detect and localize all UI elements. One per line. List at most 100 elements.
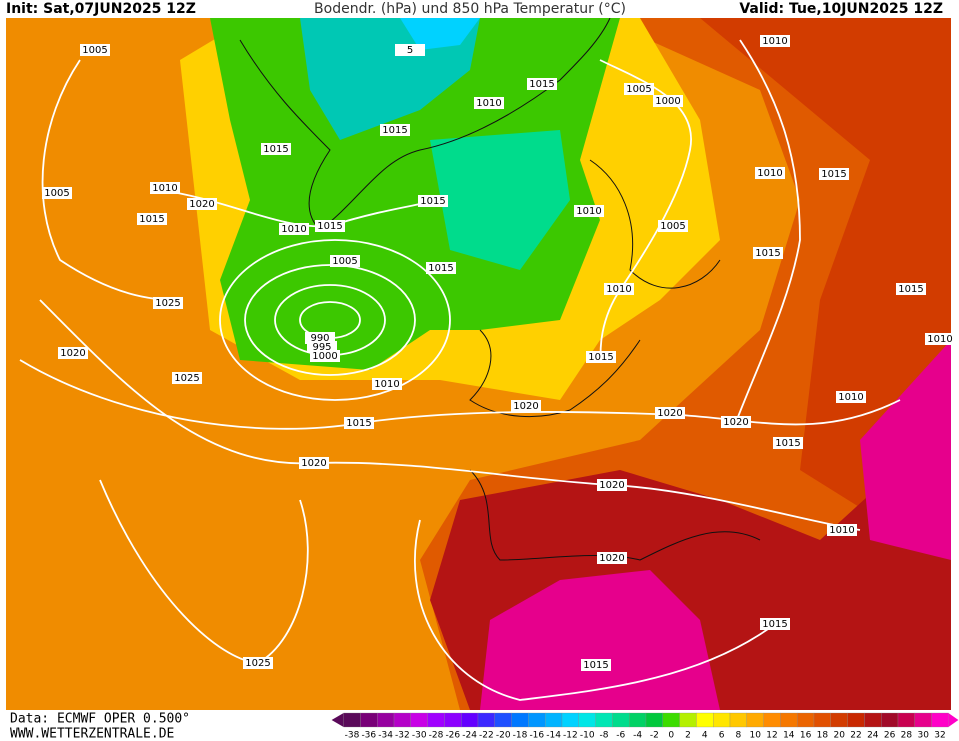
scale-label: 30 xyxy=(917,731,929,741)
isobar-label: 1005 xyxy=(660,221,685,232)
isobar-label: 1010 xyxy=(829,525,854,536)
isobar-label: 995 xyxy=(312,342,331,353)
isobar-label-box xyxy=(653,95,683,107)
isobar-label: 1015 xyxy=(428,263,453,274)
scale-label: -4 xyxy=(633,731,642,741)
scale-label: 6 xyxy=(719,731,725,741)
isobar-label: 1015 xyxy=(263,144,288,155)
isobar-label-box xyxy=(172,372,202,384)
scale-label: -8 xyxy=(600,731,609,741)
isobar-label: 5 xyxy=(407,45,413,56)
isobar-label-box xyxy=(153,297,183,309)
scale-swatch xyxy=(763,712,781,728)
scale-label: -38 xyxy=(345,731,360,741)
scale-swatch xyxy=(931,712,949,728)
scale-swatch xyxy=(612,712,630,728)
isobar-label: 1025 xyxy=(245,658,270,669)
coastline xyxy=(469,329,641,417)
isobar-label: 1010 xyxy=(576,206,601,217)
scale-swatch xyxy=(813,712,831,728)
scale-label: -12 xyxy=(563,731,578,741)
isobar-label-box xyxy=(527,78,557,90)
scale-label: 4 xyxy=(702,731,708,741)
isobar-label: 1020 xyxy=(657,408,682,419)
warm-field xyxy=(700,18,951,520)
isobar-label-box xyxy=(310,350,340,362)
scale-label: -24 xyxy=(462,731,477,741)
isobar-label: 1015 xyxy=(346,418,371,429)
scale-swatch xyxy=(461,712,479,728)
isobar-label-box xyxy=(581,659,611,671)
scale-swatch xyxy=(477,712,495,728)
isobar-label: 1020 xyxy=(513,401,538,412)
scale-label: 18 xyxy=(817,731,829,741)
scale-label: 26 xyxy=(884,731,896,741)
isobar-label-box xyxy=(836,391,866,403)
isobar-label-box xyxy=(372,378,402,390)
isobar-label: 1015 xyxy=(317,221,342,232)
isobar-label-box xyxy=(315,220,345,232)
scale-swatch xyxy=(746,712,764,728)
scale-label: 14 xyxy=(783,731,795,741)
isobar-label: 1010 xyxy=(838,392,863,403)
scale-swatch xyxy=(511,712,529,728)
scale-label: 10 xyxy=(749,731,761,741)
isobar-label-box xyxy=(80,44,110,56)
hot-field xyxy=(860,340,951,560)
coastline xyxy=(589,159,721,289)
cold-field xyxy=(300,18,480,140)
isobar-label: 1015 xyxy=(583,660,608,671)
cold-field xyxy=(400,18,480,50)
map-area xyxy=(6,17,951,710)
cold-field xyxy=(210,18,620,370)
isobar xyxy=(41,59,181,301)
scale-label: -10 xyxy=(580,731,595,741)
isobar-label: 1005 xyxy=(44,188,69,199)
scale-label: 8 xyxy=(736,731,742,741)
map-title: Bodendr. (hPa) und 850 hPa Temperatur (°… xyxy=(314,1,626,17)
isobar-label-box xyxy=(42,187,72,199)
coastline xyxy=(239,17,611,231)
isobar-label-box xyxy=(896,283,926,295)
scale-label: -36 xyxy=(361,731,376,741)
scale-swatch xyxy=(360,712,378,728)
isobar-label-box xyxy=(655,407,685,419)
isobar-label: 1015 xyxy=(420,196,445,207)
scale-label: 22 xyxy=(850,731,861,741)
isobar xyxy=(19,359,901,430)
isobar-label: 1015 xyxy=(755,248,780,259)
isobar-label: 1015 xyxy=(139,214,164,225)
isobar-label-box xyxy=(344,417,374,429)
isobar-label: 1010 xyxy=(281,224,306,235)
cold-field xyxy=(430,130,570,270)
scale-swatch xyxy=(545,712,563,728)
isobar-label: 1005 xyxy=(332,256,357,267)
scale-swatch xyxy=(713,712,731,728)
scale-label: -6 xyxy=(616,731,625,741)
isobar xyxy=(599,59,693,358)
coastline xyxy=(469,469,761,561)
isobar-label-box xyxy=(150,182,180,194)
isobar-label: 1010 xyxy=(927,334,952,345)
scale-label: 12 xyxy=(766,731,777,741)
isobar-label-box xyxy=(187,198,217,210)
scale-label: 20 xyxy=(833,731,845,741)
isobar-label-box xyxy=(827,524,857,536)
scale-arrow xyxy=(331,713,344,727)
isobar-label: 1015 xyxy=(898,284,923,295)
scale-label: 2 xyxy=(685,731,691,741)
isobar-label: 1020 xyxy=(723,417,748,428)
isobar-label: 1015 xyxy=(775,438,800,449)
isobar-label: 1020 xyxy=(60,348,85,359)
isobar-label-box xyxy=(753,247,783,259)
isobar-label-box xyxy=(474,97,504,109)
isobar-label-box xyxy=(279,223,309,235)
scale-swatch xyxy=(914,712,932,728)
isobar-label-box xyxy=(243,657,273,669)
isobar-label-box xyxy=(380,124,410,136)
scale-label: -2 xyxy=(650,731,659,741)
isobar-label-box xyxy=(760,35,790,47)
isobar-label-box xyxy=(426,262,456,274)
isobar-label: 1005 xyxy=(82,45,107,56)
